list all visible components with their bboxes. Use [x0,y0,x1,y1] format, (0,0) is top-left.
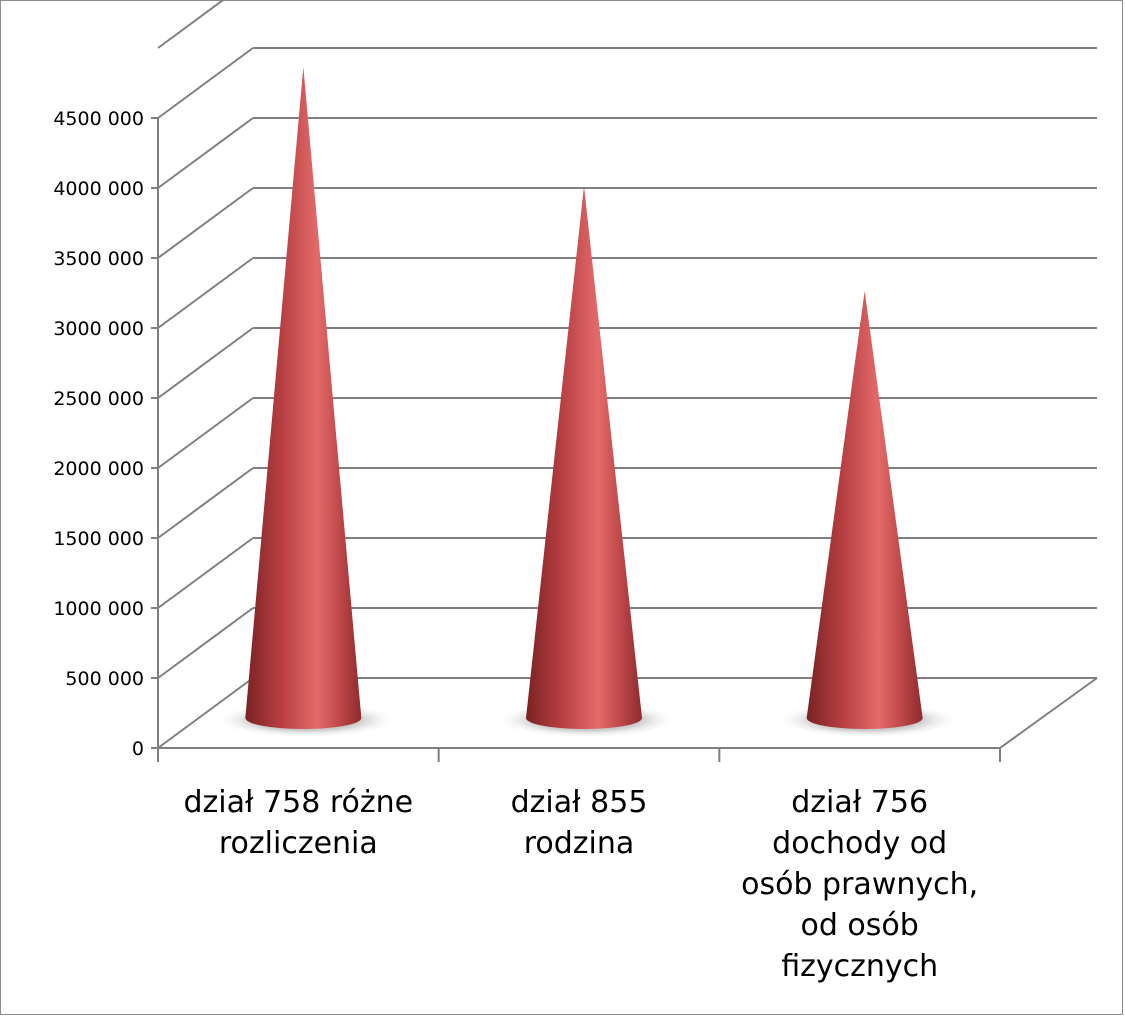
x-category-line: osób prawnych, [741,867,978,902]
x-category-line: od osób [801,908,919,943]
x-category-line: rodzina [524,826,635,861]
y-tick-label: 3500 000 [53,248,144,270]
x-category-line: dział 855 [511,785,648,820]
x-category-line: dochody od [772,826,947,861]
x-category-line: rozliczenia [219,826,378,861]
x-category-label: dział 756 dochody od osób prawnych, od osób… [741,785,978,984]
y-tick-label: 1000 000 [53,598,144,620]
y-tick-label: 4000 000 [53,178,144,200]
axes [157,118,1098,762]
gridline-side [157,607,254,679]
floor-right-edge [999,677,1098,749]
x-category-line: dział 758 różne [184,785,414,820]
gridline-side [157,677,254,749]
x-category-line: dział 756 [791,785,928,820]
gridline-side [157,327,254,399]
cone-bar [526,186,642,729]
y-tick-label: 1500 000 [53,528,144,550]
x-category-labels: dział 758 różne rozliczenia dział 855 rodzi… [184,785,979,984]
y-tick-labels: 0 500 000 1000 000 1500 000 2000 000 2500 000… [53,108,158,760]
y-tick-label: 2000 000 [53,458,144,480]
gridline-side [157,257,254,329]
x-category-line: fizycznych [781,949,938,984]
gridlines [157,0,1097,749]
gridline-side [157,117,254,189]
gridline-side [157,537,254,609]
y-tick-label: 500 000 [65,668,144,690]
x-category-label: dział 758 różne rozliczenia [184,785,414,861]
gridline-side [157,467,254,539]
cone-bar [245,67,362,729]
y-tick-label: 2500 000 [53,388,144,410]
gridline-side [157,397,254,469]
x-category-label: dział 855 rodzina [511,785,648,861]
y-tick-label: 3000 000 [53,318,144,340]
cone-bar [806,291,923,729]
gridline-side [157,0,225,49]
y-tick-label: 4500 000 [53,108,144,130]
cone-series [214,67,960,738]
gridline-side [157,47,254,119]
gridline-side [157,187,254,259]
y-tick-label: 0 [132,738,144,760]
